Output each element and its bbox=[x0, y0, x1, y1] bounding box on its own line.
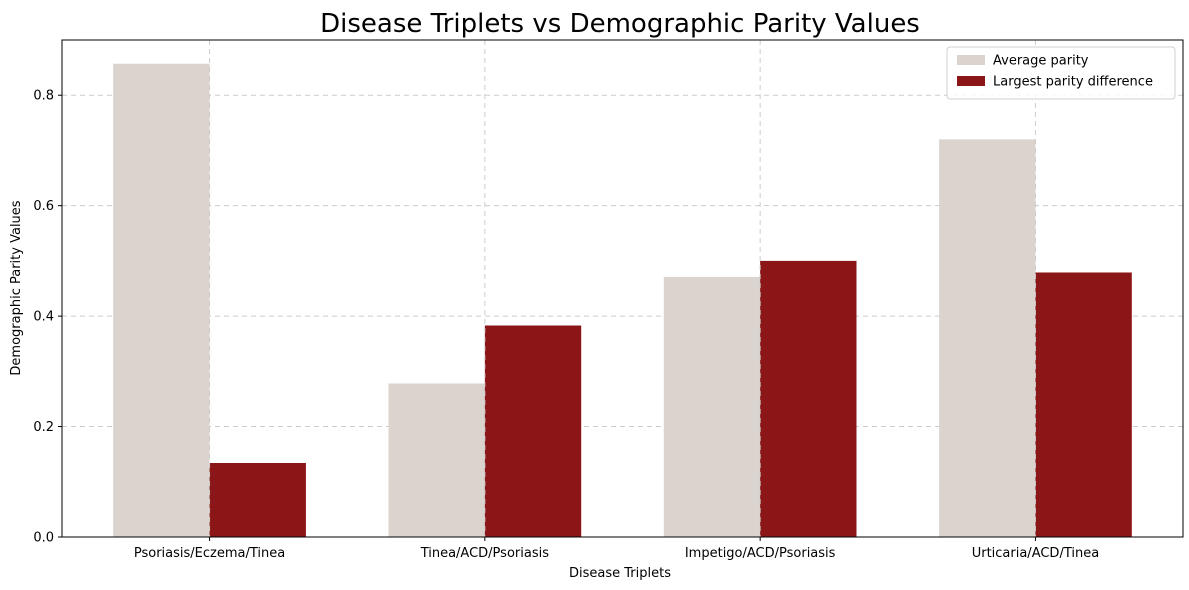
x-axis: Psoriasis/Eczema/Tinea Tinea/ACD/Psoriasi… bbox=[134, 537, 1099, 561]
plot-frame bbox=[61, 39, 1184, 538]
y-tick-label: 0.0 bbox=[33, 531, 54, 546]
bar-average-parity bbox=[388, 383, 485, 537]
x-grid-layer bbox=[209, 40, 1036, 537]
legend-box bbox=[946, 46, 1176, 100]
y-axis-label: Demographic Parity Values bbox=[9, 200, 24, 375]
x-tick-label: Urticaria/ACD/Tinea bbox=[972, 546, 1099, 561]
legend-swatch bbox=[957, 55, 985, 65]
bar-average-parity bbox=[113, 63, 210, 538]
y-tick-label: 0.2 bbox=[33, 420, 54, 435]
bar-largest-parity-difference bbox=[209, 463, 306, 537]
bars-layer bbox=[113, 63, 1132, 538]
bar-largest-parity-difference bbox=[1035, 272, 1132, 537]
bar-average-parity bbox=[939, 139, 1036, 537]
legend-label: Largest parity difference bbox=[993, 75, 1153, 90]
x-axis-label: Disease Triplets bbox=[569, 566, 671, 581]
x-tick-label: Tinea/ACD/Psoriasis bbox=[420, 546, 550, 561]
legend: Average parity Largest parity difference bbox=[946, 46, 1176, 100]
bar-largest-parity-difference bbox=[484, 325, 582, 537]
y-tick-label: 0.8 bbox=[33, 89, 54, 104]
bar-largest-parity-difference bbox=[760, 260, 857, 537]
legend-swatch bbox=[957, 76, 985, 86]
x-tick-label: Psoriasis/Eczema/Tinea bbox=[134, 546, 285, 561]
grid-layer bbox=[62, 94, 1183, 428]
x-tick-label: Impetigo/ACD/Psoriasis bbox=[685, 546, 836, 561]
chart-title: Disease Triplets vs Demographic Parity V… bbox=[320, 9, 920, 39]
y-axis: 0.0 0.2 0.4 0.6 0.8 bbox=[33, 89, 62, 546]
y-tick-label: 0.6 bbox=[33, 199, 54, 214]
legend-label: Average parity bbox=[993, 54, 1089, 69]
y-tick-label: 0.4 bbox=[33, 310, 54, 325]
bar-average-parity bbox=[663, 276, 761, 537]
